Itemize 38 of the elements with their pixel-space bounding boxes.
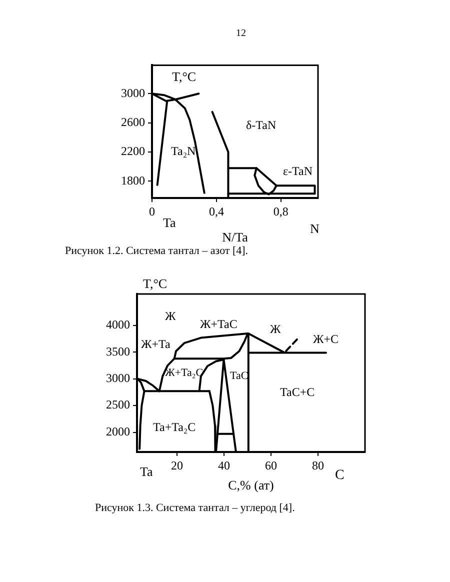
x-tick-label: 80 bbox=[312, 458, 324, 472]
y-axis-title: T,°C bbox=[143, 276, 168, 292]
text: N bbox=[310, 221, 320, 237]
text: C bbox=[335, 468, 344, 484]
text: Ta bbox=[140, 464, 153, 480]
x-tick-label: 0 bbox=[149, 204, 155, 218]
y-axis-title: T,°C bbox=[172, 69, 196, 85]
annotation: Ta+Ta₂C bbox=[153, 420, 196, 435]
y-tick-label: 3000 bbox=[106, 371, 130, 386]
annotation: TaC+C bbox=[280, 385, 315, 400]
x-tick-label: 20 bbox=[170, 458, 183, 472]
y-tick-label: 3500 bbox=[106, 344, 130, 358]
annotation: TaC bbox=[230, 370, 248, 382]
y-tick-label: 2600 bbox=[121, 115, 145, 129]
annotation: δ-TaN bbox=[246, 118, 276, 133]
text: Рисунок 1.2. Система тантал – азот [4]. bbox=[65, 245, 248, 257]
text: Рисунок 1.3. Система тантал – углерод [4]. bbox=[95, 502, 295, 514]
annotation: ε-TaN bbox=[283, 164, 313, 179]
annotation: Ж+С bbox=[313, 332, 339, 347]
y-tick-label: 3000 bbox=[121, 86, 145, 100]
x-tick-label: 40 bbox=[218, 458, 230, 472]
x-axis-title: N/Ta bbox=[222, 230, 248, 245]
y-tick-label: 2000 bbox=[106, 424, 130, 438]
y-tick-label: 2500 bbox=[106, 398, 130, 412]
text: 12 bbox=[236, 28, 246, 39]
y-tick-label: 4000 bbox=[106, 318, 130, 332]
annotation: Ж bbox=[270, 322, 281, 337]
x-tick-label: 0,8 bbox=[273, 204, 288, 218]
x-axis-title: C,% (ат) bbox=[228, 478, 274, 493]
annotation: Ж+TaC bbox=[200, 317, 238, 332]
x-tick-label: 60 bbox=[264, 458, 277, 472]
x-tick-label: 0,4 bbox=[208, 204, 224, 218]
y-tick-label: 2200 bbox=[121, 144, 145, 158]
y-tick-label: 1800 bbox=[121, 173, 145, 188]
annotation: Ta₂N bbox=[171, 144, 196, 159]
annotation: Ж bbox=[165, 309, 176, 324]
text: Ta bbox=[163, 215, 176, 231]
annotation: Ж+Ta bbox=[141, 337, 170, 352]
